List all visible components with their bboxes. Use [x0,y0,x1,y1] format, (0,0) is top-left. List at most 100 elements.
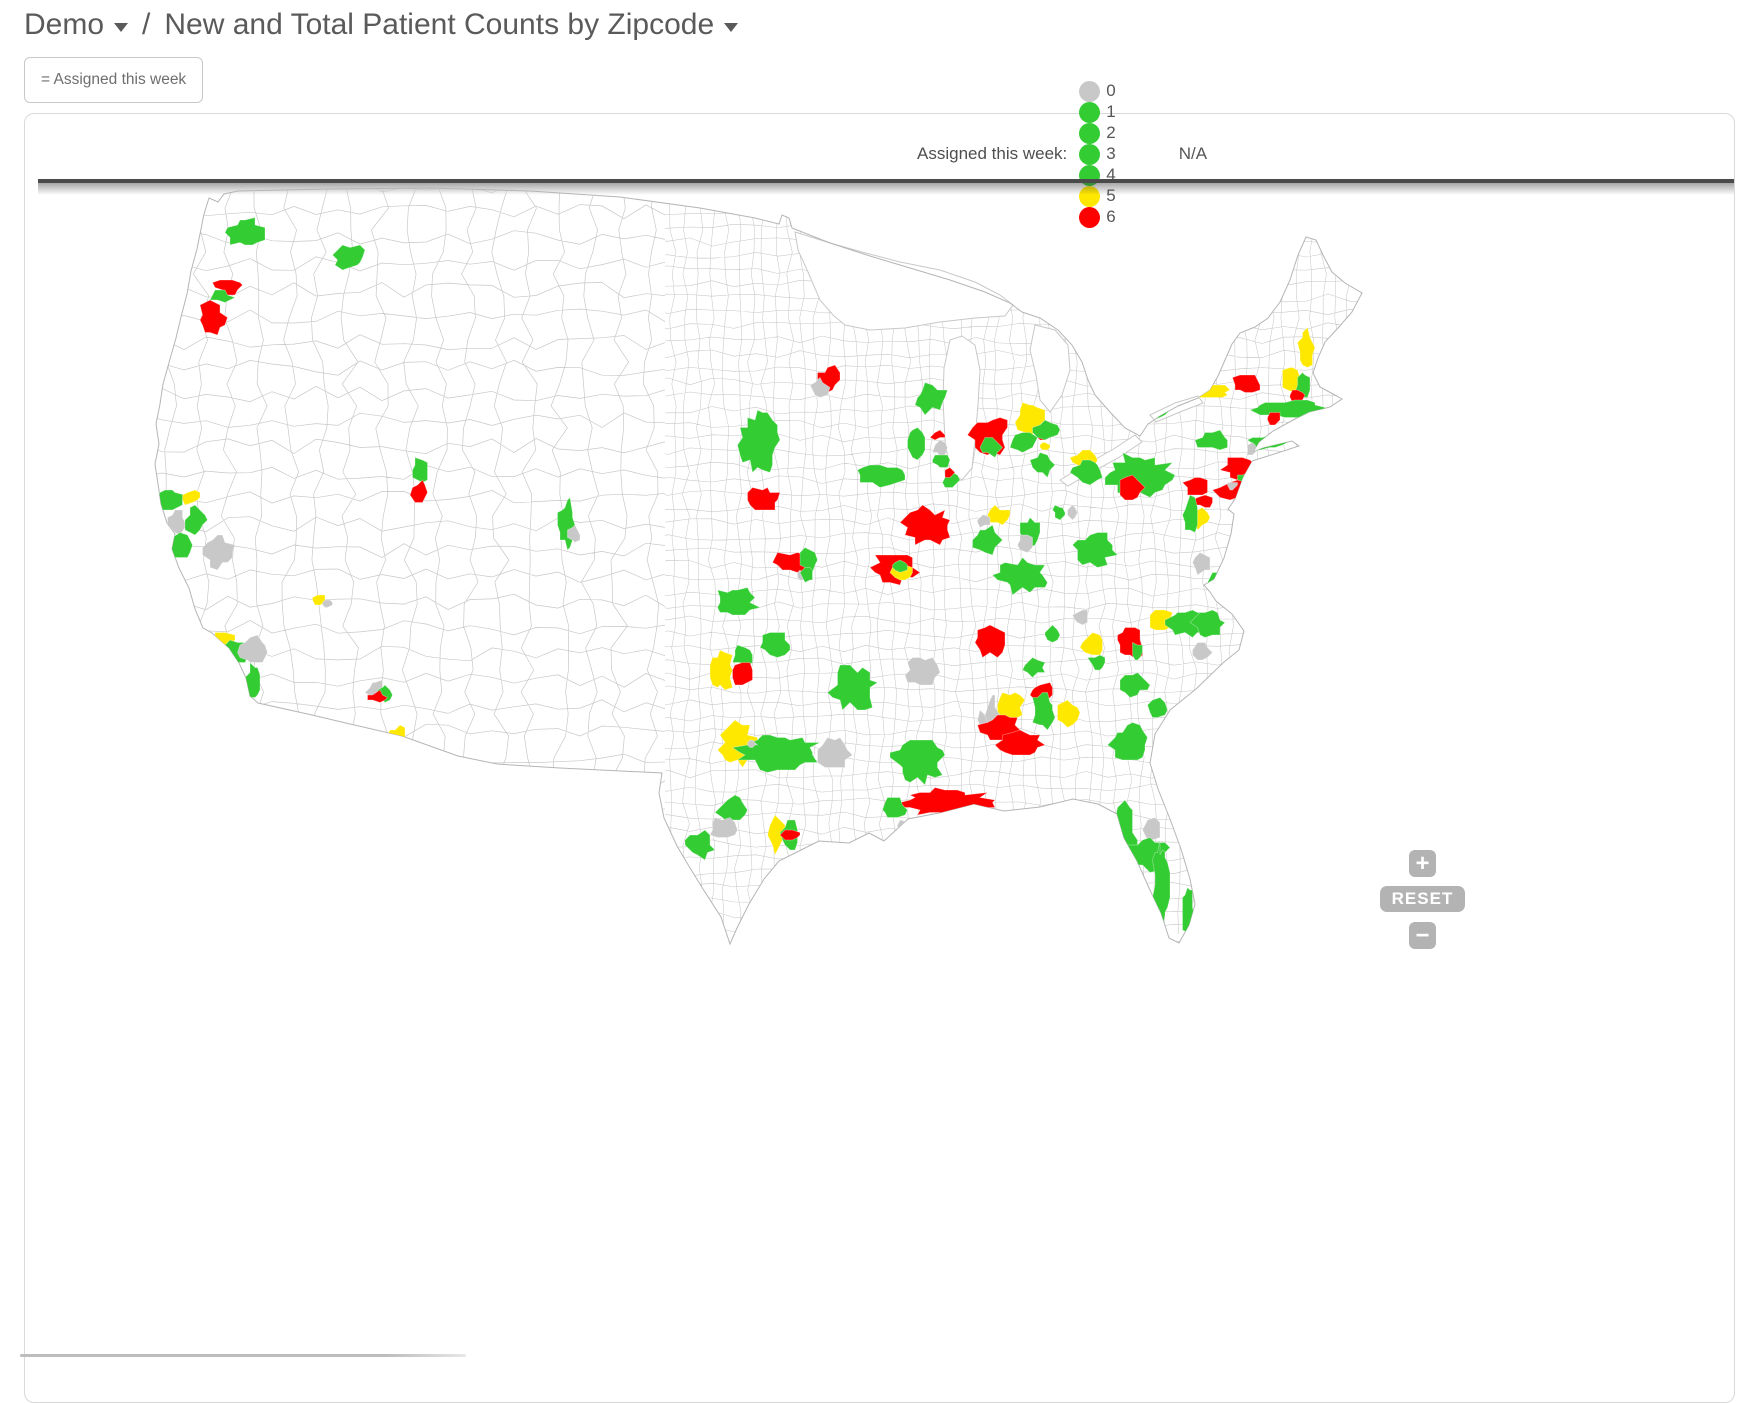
zip-cluster[interactable] [892,559,908,573]
zip-cluster[interactable] [212,279,243,296]
zip-cluster[interactable] [1072,609,1088,626]
zoom-out-button[interactable]: − [1409,922,1436,949]
zip-cluster[interactable] [897,819,926,841]
zip-cluster[interactable] [1032,692,1056,731]
zip-cluster[interactable] [1086,654,1106,671]
zip-cluster[interactable] [737,409,781,474]
zip-cluster[interactable] [1192,642,1213,661]
zip-cluster[interactable] [929,429,946,441]
zip-cluster[interactable] [1152,839,1171,933]
zip-cluster[interactable] [944,467,956,478]
zip-cluster[interactable] [987,504,1011,526]
zip-cluster[interactable] [387,724,408,753]
zip-cluster[interactable] [894,787,996,818]
zip-cluster[interactable] [162,532,193,558]
zip-cluster[interactable] [199,299,228,336]
zip-cluster[interactable] [184,504,208,536]
zip-cluster[interactable] [1189,609,1226,638]
zip-cluster[interactable] [857,464,906,488]
zip-cluster[interactable] [367,689,389,703]
zip-cluster[interactable] [1044,624,1061,643]
zip-cluster[interactable] [747,487,781,511]
zip-cluster[interactable] [974,624,1006,659]
zip-cluster[interactable] [732,662,753,686]
zip-cluster[interactable] [714,794,748,823]
zip-cluster[interactable] [979,437,1003,459]
zip-cluster[interactable] [1039,442,1051,451]
zip-cluster[interactable] [1119,672,1151,698]
zip-cluster[interactable] [1147,697,1168,718]
zip-cluster[interactable] [991,556,1048,596]
zip-cluster[interactable] [409,479,428,503]
zip-cluster[interactable] [709,649,733,691]
zip-cluster[interactable] [932,454,951,468]
zip-cluster[interactable] [332,244,366,271]
zip-cluster[interactable] [1022,657,1046,678]
zip-cluster[interactable] [817,737,854,768]
zip-cluster[interactable] [882,797,908,818]
zip-cluster[interactable] [1079,632,1103,656]
zip-cluster[interactable] [826,664,879,711]
zip-cluster[interactable] [1057,699,1081,728]
zip-cluster[interactable] [1069,459,1103,486]
zip-cluster[interactable] [1194,429,1228,451]
zip-cluster[interactable] [1297,326,1316,368]
zip-cluster[interactable] [567,524,581,543]
zip-cluster[interactable] [914,382,948,416]
zip-cluster[interactable] [167,509,186,536]
zip-cluster[interactable] [1182,384,1231,398]
zip-cluster[interactable] [1067,504,1078,521]
zip-cluster[interactable] [767,814,786,857]
zip-cluster[interactable] [1129,402,1151,416]
breadcrumb-section-dropdown[interactable]: Demo [24,8,129,42]
zip-cluster[interactable] [1137,894,1153,916]
zip-cluster[interactable] [1052,504,1066,521]
zip-cluster[interactable] [1119,474,1146,501]
zip-cluster[interactable] [709,817,738,838]
zip-cluster[interactable] [237,634,268,663]
zip-cluster[interactable] [1182,494,1198,533]
zip-cluster[interactable] [1072,532,1119,568]
zip-cluster[interactable] [889,739,946,786]
zip-cluster[interactable] [759,632,791,658]
zip-cluster[interactable] [994,729,1046,756]
breadcrumb-page-dropdown[interactable]: New and Total Patient Counts by Zipcode [164,8,739,42]
zip-cluster[interactable] [322,599,333,608]
us-zipcode-map[interactable] [25,114,1734,1290]
zip-cluster[interactable] [1247,442,1258,456]
zip-cluster[interactable] [972,524,1003,556]
zip-cluster[interactable] [209,289,236,303]
zip-cluster[interactable] [799,547,818,574]
zip-cluster[interactable] [202,534,236,571]
zip-cluster[interactable] [904,657,941,686]
zip-cluster[interactable] [1232,374,1261,393]
zip-cluster[interactable] [224,217,266,246]
zip-cluster[interactable] [1249,399,1334,418]
zip-cluster[interactable] [182,489,201,506]
zip-cluster[interactable] [1267,412,1281,426]
zip-cluster[interactable] [779,829,801,841]
zip-cluster[interactable] [747,739,759,748]
zip-cluster[interactable] [977,514,991,528]
zip-cluster[interactable] [1029,452,1056,479]
zip-cluster[interactable] [809,376,831,398]
zip-cluster[interactable] [1142,817,1161,841]
zip-cluster[interactable] [1181,477,1208,496]
zip-cluster[interactable] [1017,534,1033,553]
zip-cluster[interactable] [244,661,261,698]
zoom-in-button[interactable]: + [1409,850,1436,877]
zip-cluster[interactable] [1009,432,1038,453]
zoom-reset-button[interactable]: RESET [1380,886,1465,912]
zip-cluster[interactable] [1192,552,1211,576]
zip-cluster[interactable] [716,587,762,616]
zip-cluster[interactable] [899,504,951,546]
zip-cluster[interactable] [907,427,926,461]
zip-cluster[interactable] [1106,722,1148,761]
zip-cluster[interactable] [412,457,428,483]
zip-cluster[interactable] [799,567,813,583]
zip-cluster[interactable] [1132,641,1143,661]
zip-cluster[interactable] [684,829,716,861]
assigned-this-week-filter-button[interactable]: = Assigned this week [24,57,204,103]
zip-cluster[interactable] [1227,482,1238,491]
zip-cluster[interactable] [1032,419,1061,441]
